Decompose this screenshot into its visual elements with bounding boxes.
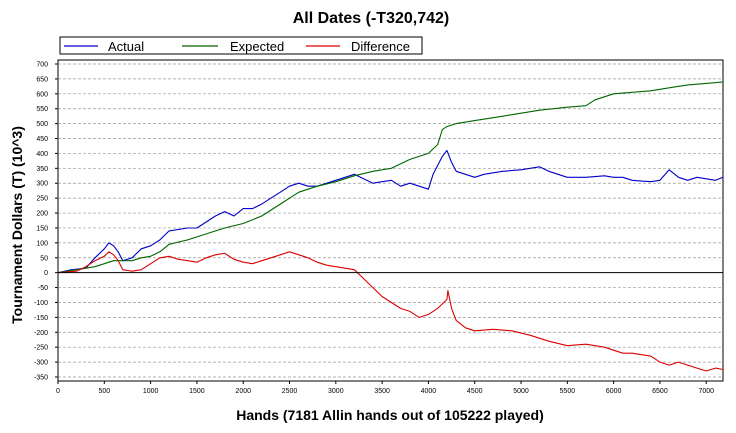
x-axis-title: Hands (7181 Allin hands out of 105222 pl… — [236, 407, 544, 423]
y-tick-label: 0 — [44, 270, 48, 277]
y-tick-label: -350 — [34, 375, 48, 382]
chart-title: All Dates (-T320,742) — [293, 10, 450, 27]
y-tick-label: 200 — [36, 211, 48, 218]
x-tick-label: 6000 — [606, 388, 622, 395]
x-tick-label: 500 — [98, 388, 110, 395]
y-tick-label: -100 — [34, 300, 48, 307]
y-axis-title: Tournament Dollars (T) (10^3) — [9, 126, 25, 324]
y-tick-label: -150 — [34, 315, 48, 322]
x-tick-label: 4500 — [467, 388, 483, 395]
y-tick-label: -250 — [34, 345, 48, 352]
x-tick-label: 2000 — [235, 388, 251, 395]
y-tick-label: 450 — [36, 136, 48, 143]
y-tick-label: -50 — [38, 285, 48, 292]
x-tick-label: 1000 — [143, 388, 159, 395]
legend-label-actual: Actual — [108, 39, 144, 54]
x-tick-label: 3500 — [374, 388, 390, 395]
series-line-expected — [57, 81, 724, 274]
y-tick-label: 100 — [36, 240, 48, 247]
legend-label-difference: Difference — [351, 39, 410, 54]
y-tick-label: 400 — [36, 151, 48, 158]
x-tick-label: 5000 — [513, 388, 529, 395]
y-tick-label: 250 — [36, 196, 48, 203]
y-tick-label: 300 — [36, 181, 48, 188]
series-line-actual — [57, 149, 724, 274]
y-tick-label: 550 — [36, 106, 48, 113]
x-tick-label: 4000 — [421, 388, 437, 395]
series-lines — [57, 81, 724, 372]
y-tick-label: -200 — [34, 330, 48, 337]
y-tick-label: 650 — [36, 76, 48, 83]
gridlines — [58, 63, 723, 378]
y-tick-label: 700 — [36, 62, 48, 69]
x-tick-label: 1500 — [189, 388, 205, 395]
y-tick-label: 350 — [36, 166, 48, 173]
legend-label-expected: Expected — [230, 39, 284, 54]
x-tick-label: 3000 — [328, 388, 344, 395]
legend: Actual Expected Difference — [59, 36, 423, 55]
x-tick-label: 0 — [56, 388, 60, 395]
x-tick-label: 5500 — [560, 388, 576, 395]
x-tick-label: 7000 — [698, 388, 714, 395]
y-tick-label: -300 — [34, 360, 48, 367]
y-tick-label: 50 — [40, 255, 48, 262]
plot-area — [57, 59, 724, 382]
series-line-difference — [57, 251, 724, 372]
legend-box — [59, 36, 423, 55]
y-tick-label: 600 — [36, 91, 48, 98]
x-tick-label: 2500 — [282, 388, 298, 395]
y-tick-label: 500 — [36, 121, 48, 128]
x-tick-label: 6500 — [652, 388, 668, 395]
x-axis-ticks: 0 500 1000 1500 2000 2500 3000 3500 4000 4500 5000… — [56, 381, 714, 395]
y-tick-label: 150 — [36, 225, 48, 232]
y-axis-ticks: -350 -300 -250 -200 -150 -100 -50 0 50 100 150 200 2… — [34, 62, 58, 382]
